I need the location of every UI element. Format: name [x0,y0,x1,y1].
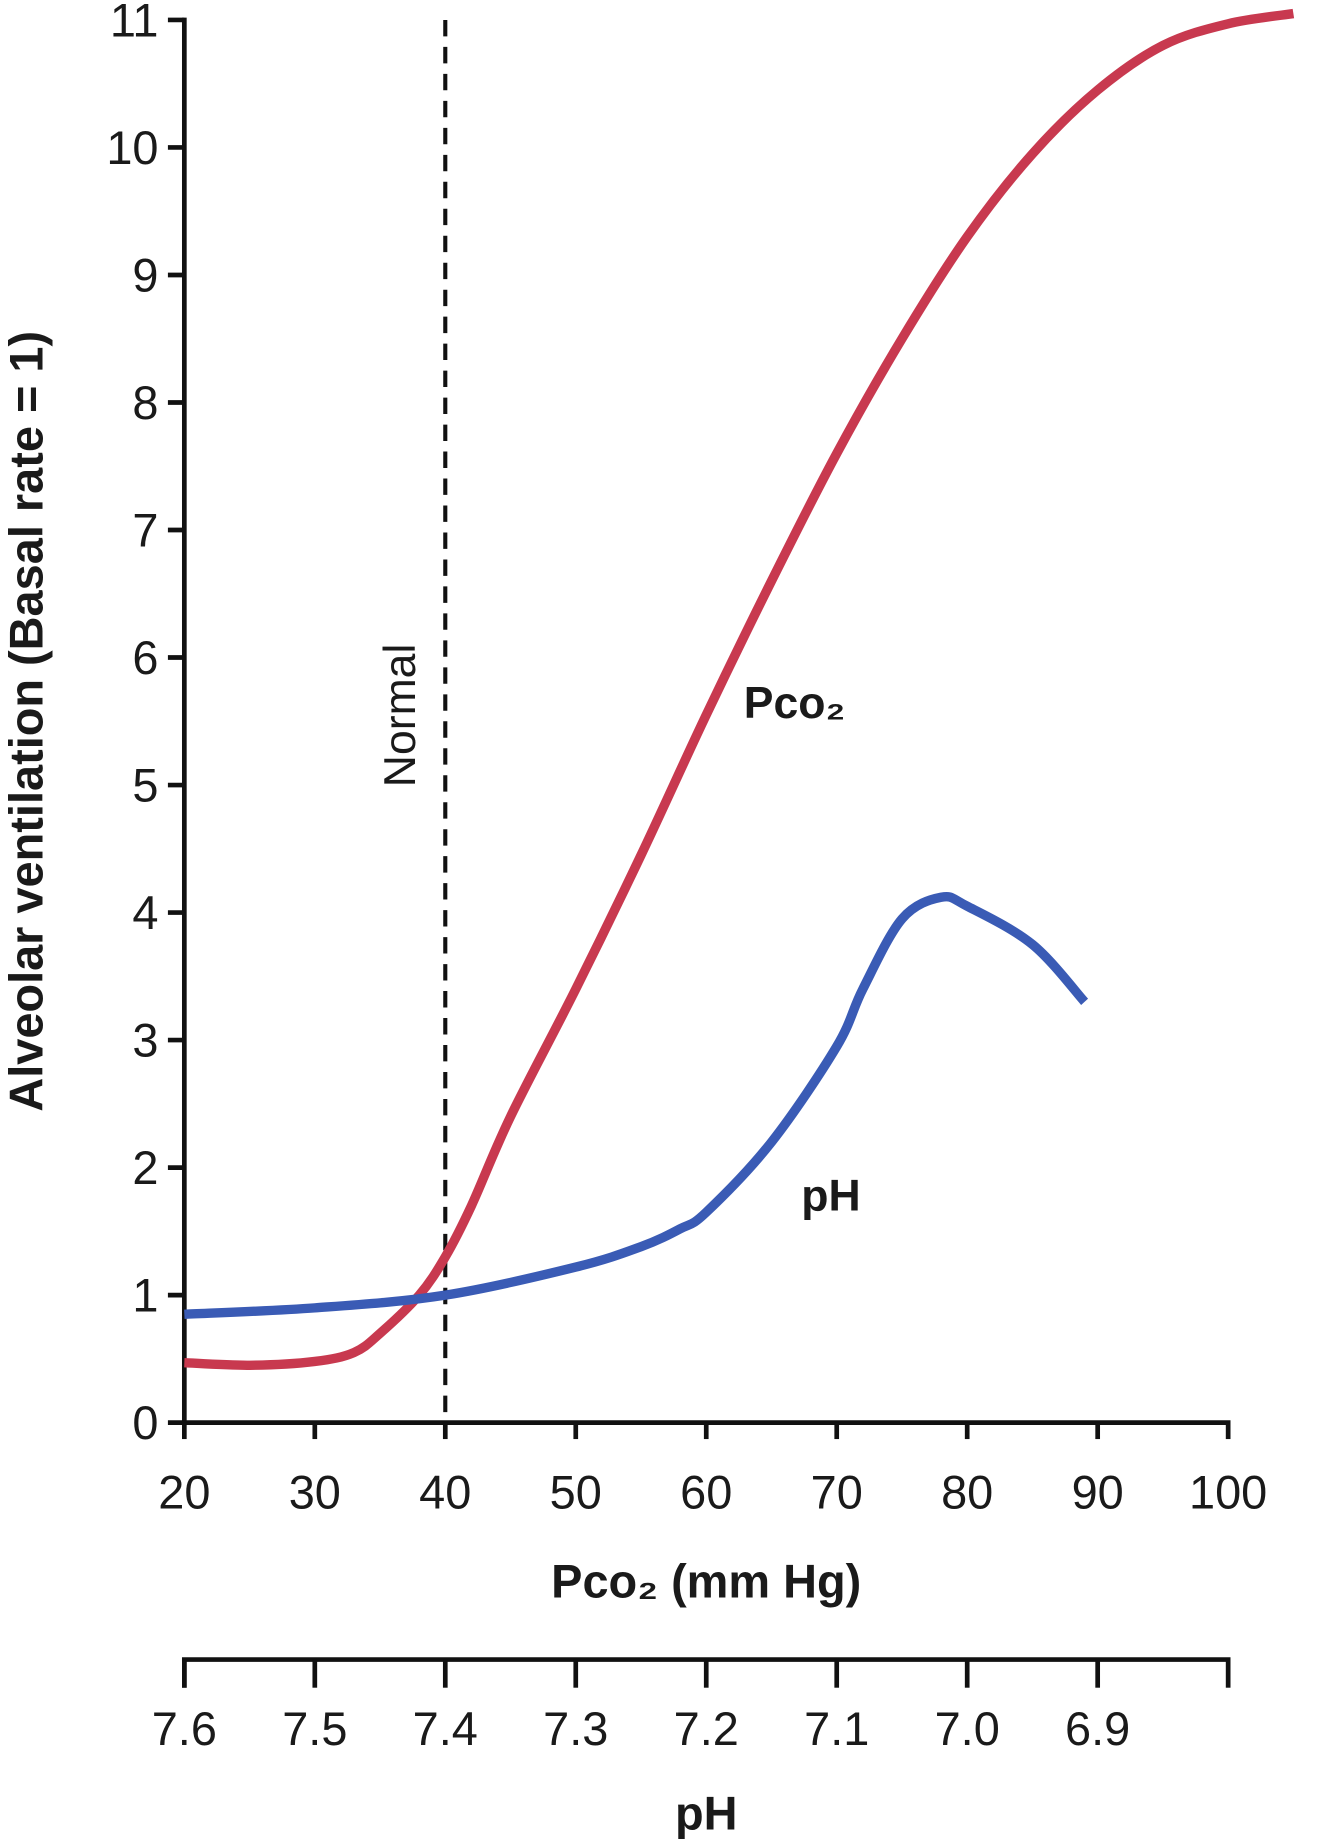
x-tick-label: 70 [811,1466,863,1518]
x2-tick-label: 6.9 [1065,1703,1130,1755]
x2-axis-title: pH [675,1788,738,1839]
x-tick-label: 30 [289,1466,341,1518]
normal-label: Normal [376,644,425,788]
y-tick-label: 3 [132,1015,158,1067]
y-tick-label: 0 [132,1397,158,1449]
y-axis-title: Alveolar ventilation (Basal rate = 1) [0,331,52,1112]
x2-tick-label: 7.4 [413,1703,478,1755]
x-tick-label: 100 [1189,1466,1267,1518]
x2-tick-label: 7.5 [282,1703,347,1755]
y-tick-label: 9 [132,249,158,301]
series-label: pH [801,1171,860,1220]
y-tick-label: 10 [106,122,158,174]
x-tick-label: 60 [680,1466,732,1518]
x-axis-title: Pco₂ (mm Hg) [551,1555,861,1607]
series-label: Pco₂ [744,679,845,728]
y-tick-label: 4 [132,887,158,939]
line [184,891,1089,1319]
x2-tick-label: 7.1 [804,1703,869,1755]
y-tick-label: 6 [132,632,158,684]
x2-tick-label: 7.2 [674,1703,739,1755]
line [184,8,1295,1370]
x-tick-label: 20 [158,1466,210,1518]
x-tick-label: 80 [941,1466,993,1518]
x2-tick-label: 7.3 [543,1703,608,1755]
y-tick-label: 8 [132,377,158,429]
x-tick-label: 40 [419,1466,471,1518]
y-tick-label: 7 [132,504,158,556]
x2-tick-label: 7.0 [935,1703,1000,1755]
y-tick-label: 1 [132,1270,158,1322]
y-tick-label: 2 [132,1142,158,1194]
y-tick-label: 11 [110,0,159,46]
y-tick-label: 5 [132,759,158,811]
x2-tick-label: 7.6 [152,1703,217,1755]
x-tick-label: 50 [550,1466,602,1518]
x-tick-label: 90 [1072,1466,1124,1518]
